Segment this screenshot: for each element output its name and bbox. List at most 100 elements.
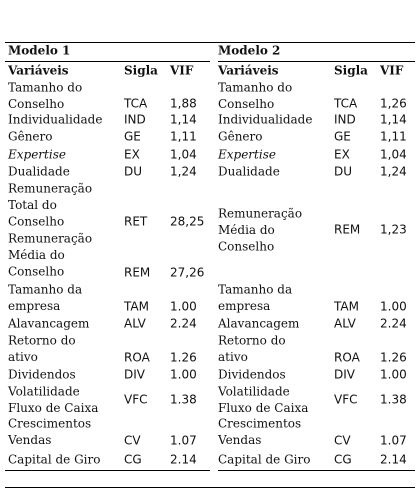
variable: Retorno do [218,334,286,348]
sigla: CV [124,434,141,448]
variable: Dualidade [218,165,280,179]
sigla: ROA [334,351,361,365]
variable: Conselho [8,215,64,229]
variable: Individualidade [8,113,102,127]
sigla: GE [124,130,141,144]
sigla: VFC [334,393,358,407]
sigla: TAM [123,300,149,314]
sigla: DU [124,165,142,179]
sigla: VFC [124,393,148,407]
variable: Tamanho da [8,283,82,297]
vif: 1,23 [380,223,407,237]
vif: 1.07 [170,434,197,448]
sigla: TCA [333,97,358,111]
vif: 1,11 [170,130,197,144]
model-title: Modelo 2 [218,44,280,58]
sigla: ALV [334,317,357,331]
vif: 1.26 [170,351,197,365]
sigla: CV [334,434,351,448]
sigla: DIV [124,368,146,382]
variable: Vendas [7,433,51,447]
column-header: Variáveis [217,64,279,78]
sigla: DU [334,165,352,179]
sigla: TAM [333,300,359,314]
sigla: RET [124,215,148,229]
variable: Gênero [218,130,262,144]
vif: 1.00 [380,300,407,314]
vif: 28,25 [170,215,204,229]
variable: ativo [8,350,38,364]
variable: Conselho [218,97,274,111]
variable: Conselho [218,240,274,254]
column-header: VIF [379,64,404,78]
variable: empresa [218,299,270,313]
vif: 1,88 [170,97,197,111]
variable: Capital de Giro [8,453,100,467]
vif: 1.07 [380,434,407,448]
variable: Crescimentos [8,417,91,431]
vif: 1.00 [170,300,197,314]
vif: 1,04 [170,148,197,162]
vif: 1,04 [380,148,407,162]
variable: Remuneração [8,182,92,196]
variable: Total do [8,198,57,212]
variable: empresa [8,299,60,313]
variable: Individualidade [218,113,312,127]
column-header: VIF [169,64,194,78]
sigla: ROA [124,351,151,365]
vif: 1,24 [170,165,197,179]
vif: 1,14 [170,113,197,127]
sigla: REM [334,223,360,237]
variable: Alavancagem [217,317,300,331]
variable: Vendas [217,433,261,447]
vif: 1.26 [380,351,407,365]
vif: 1.00 [380,368,407,382]
variable: Fluxo de Caixa [8,401,98,415]
vif: 1,24 [380,165,407,179]
variable: Alavancagem [7,317,90,331]
variable: Dualidade [8,165,70,179]
variable: Retorno do [8,334,76,348]
sigla: DIV [334,368,356,382]
variable: Expertise [7,148,66,162]
variable: Volatilidade [217,385,290,399]
variable: Conselho [8,97,64,111]
sigla: GE [334,130,351,144]
variable: Expertise [217,148,276,162]
column-header: Variáveis [7,64,69,78]
vif: 2.14 [170,453,197,467]
sigla: IND [334,113,356,127]
sigla: EX [124,148,140,162]
sigla: REM [124,266,150,280]
sigla: CG [334,453,352,467]
vif: 1,11 [380,130,407,144]
column-header: Sigla [334,64,368,78]
vif: 1.38 [380,393,407,407]
variable: Dividendos [218,368,286,382]
vif: 1,26 [380,97,407,111]
vif: 1,14 [380,113,407,127]
variable: Tamanho do [218,81,292,95]
model-title: Modelo 1 [8,44,70,58]
variable: Fluxo de Caixa [218,401,308,415]
variable: Gênero [8,130,52,144]
sigla: ALV [124,317,147,331]
vif: 1.38 [170,393,197,407]
vif: 2.24 [380,317,407,331]
sigla: IND [124,113,146,127]
variable: Média do [8,248,65,262]
vif: 2.24 [170,317,197,331]
variable: Volatilidade [7,385,80,399]
variable: ativo [218,350,248,364]
variable: Conselho [8,265,64,279]
vif: 2.14 [380,453,407,467]
variable: Dividendos [8,368,76,382]
variable: Remuneração [218,207,302,221]
vif: 27,26 [170,266,204,280]
vif: 1.00 [170,368,197,382]
variable: Tamanho do [8,81,82,95]
variable: Remuneração [8,232,92,246]
variable: Capital de Giro [218,453,310,467]
sigla: TCA [123,97,148,111]
